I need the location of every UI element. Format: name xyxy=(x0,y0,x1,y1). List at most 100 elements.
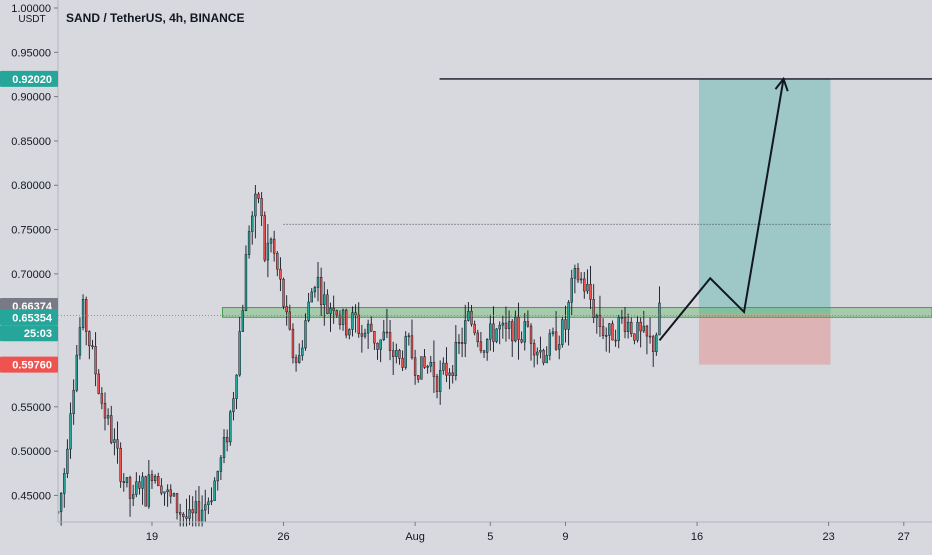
y-tick-label: 0.70000 xyxy=(11,269,51,281)
candle-up xyxy=(81,299,85,328)
candle-down xyxy=(150,474,154,481)
candle-down xyxy=(103,402,107,419)
candle-down xyxy=(529,325,533,344)
candle-up xyxy=(579,278,583,281)
candle-up xyxy=(213,480,216,501)
candle-down xyxy=(260,198,263,216)
candle-down xyxy=(583,278,586,292)
candle-up xyxy=(561,319,564,345)
candle-up xyxy=(316,276,320,288)
candle-down xyxy=(225,437,229,443)
candle-down xyxy=(476,332,479,343)
candle-up xyxy=(429,362,432,367)
drawing-zones[interactable] xyxy=(221,78,932,365)
candle-up xyxy=(141,476,144,489)
candle-down xyxy=(482,350,486,353)
candle-down xyxy=(88,331,91,347)
candle-up xyxy=(313,287,317,293)
candle-down xyxy=(97,373,100,394)
candles xyxy=(56,184,661,527)
candle-down xyxy=(197,501,201,523)
candle-up xyxy=(200,509,204,523)
candle-up xyxy=(329,308,332,314)
candle-up xyxy=(620,316,624,319)
loss-zone[interactable] xyxy=(698,313,831,365)
candle-down xyxy=(592,299,595,318)
candle-down xyxy=(401,358,404,368)
candle-up xyxy=(59,493,63,512)
candle-up xyxy=(301,347,304,356)
candle-down xyxy=(623,316,627,332)
candle-up xyxy=(254,193,257,217)
candle-down xyxy=(614,339,617,342)
candle-down xyxy=(460,342,464,344)
candle-up xyxy=(251,215,254,232)
candle-up xyxy=(307,301,310,321)
candle-down xyxy=(157,476,160,487)
candle-up xyxy=(135,481,138,495)
candle-up xyxy=(595,315,598,318)
candle-down xyxy=(272,238,276,254)
candle-down xyxy=(388,332,392,351)
candle-up xyxy=(448,372,451,376)
x-tick-label: 5 xyxy=(487,531,493,543)
candle-down xyxy=(633,333,636,341)
candle-up xyxy=(382,331,385,341)
candle-up xyxy=(573,268,577,279)
x-tick-label: 27 xyxy=(898,531,910,543)
y-tick-label: 0.85000 xyxy=(11,136,51,148)
last-price-badge: 0.65354 xyxy=(12,312,53,324)
candle-down xyxy=(319,276,323,306)
candle-up xyxy=(229,411,232,443)
candle-up xyxy=(395,349,398,357)
candle-down xyxy=(345,309,348,336)
candle-down xyxy=(116,439,119,449)
candle-up xyxy=(106,415,110,419)
candle-up xyxy=(72,389,75,414)
candle-up xyxy=(366,323,370,334)
candle-down xyxy=(291,328,295,359)
candle-down xyxy=(423,356,426,368)
y-tick-label: 0.45000 xyxy=(11,490,51,502)
candle-down xyxy=(611,323,614,341)
x-tick-label: 19 xyxy=(146,531,158,543)
candle-down xyxy=(178,512,182,515)
candle-down xyxy=(373,330,376,344)
candle-up xyxy=(163,491,166,494)
candle-down xyxy=(144,476,147,507)
candle-down xyxy=(119,447,122,482)
candle-down xyxy=(279,268,282,280)
drawings[interactable] xyxy=(58,76,932,341)
candle-up xyxy=(78,327,82,356)
candle-down xyxy=(554,331,558,350)
candle-up xyxy=(153,476,157,481)
candle-up xyxy=(188,509,191,519)
candle-down xyxy=(601,326,605,337)
candle-up xyxy=(310,291,313,303)
projection-arrowhead xyxy=(774,76,789,92)
candle-up xyxy=(438,370,442,392)
candle-up xyxy=(551,331,555,334)
candle-up xyxy=(125,477,129,483)
candle-up xyxy=(244,254,248,312)
candle-up xyxy=(323,294,326,306)
candle-down xyxy=(598,315,602,327)
x-tick-label: 9 xyxy=(562,531,568,543)
profit-zone[interactable] xyxy=(698,78,831,314)
candle-down xyxy=(492,323,495,342)
candle-down xyxy=(410,335,414,359)
countdown-badge-background xyxy=(0,325,58,342)
candle-down xyxy=(413,357,417,376)
candle-up xyxy=(608,323,611,336)
candle-down xyxy=(357,314,360,334)
candle-up xyxy=(222,437,226,458)
y-tick-label: 0.95000 xyxy=(11,47,51,59)
y-tick-label: 0.55000 xyxy=(11,402,51,414)
projection-path[interactable] xyxy=(658,78,785,341)
target-price-badge-background xyxy=(0,70,58,87)
x-tick-label: 26 xyxy=(277,531,289,543)
candle-down xyxy=(417,375,420,380)
